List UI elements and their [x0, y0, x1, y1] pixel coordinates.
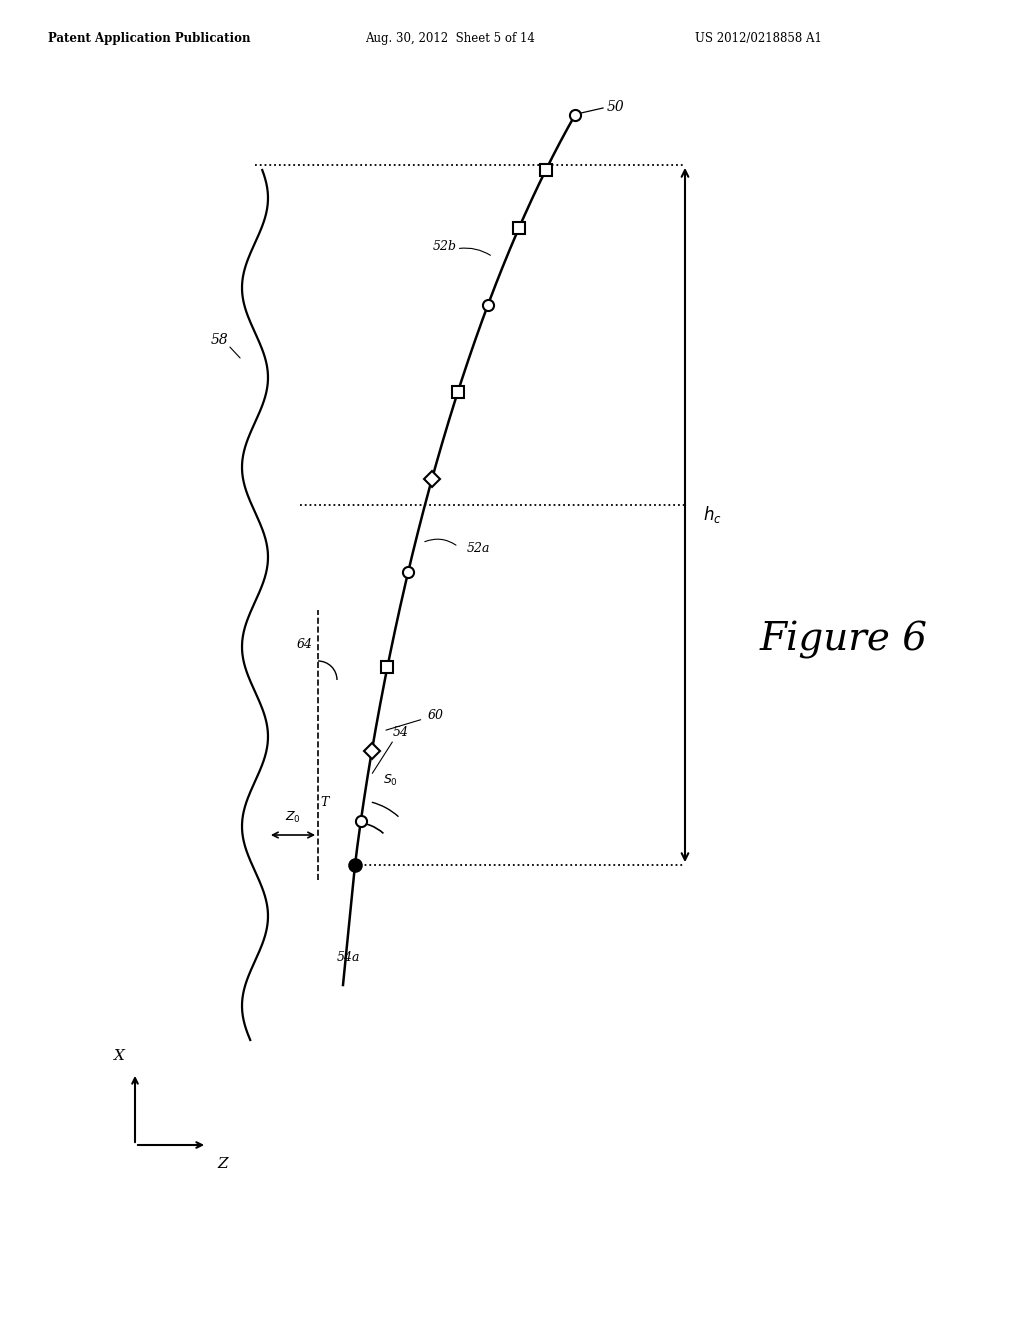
Text: Figure 6: Figure 6 [760, 620, 928, 659]
Text: 50: 50 [607, 100, 625, 114]
Text: Z: Z [217, 1158, 227, 1171]
Text: $h_c$: $h_c$ [703, 504, 722, 525]
Text: 54a: 54a [337, 950, 360, 964]
Text: 52a: 52a [466, 543, 489, 556]
Text: US 2012/0218858 A1: US 2012/0218858 A1 [695, 32, 822, 45]
Text: Aug. 30, 2012  Sheet 5 of 14: Aug. 30, 2012 Sheet 5 of 14 [365, 32, 535, 45]
Text: Patent Application Publication: Patent Application Publication [48, 32, 251, 45]
Text: 58: 58 [211, 333, 229, 347]
Text: 64: 64 [297, 639, 313, 652]
Text: 52b: 52b [433, 240, 457, 253]
Text: 54: 54 [393, 726, 409, 739]
Text: 60: 60 [427, 709, 443, 722]
Text: X: X [114, 1049, 125, 1063]
Text: T: T [321, 796, 329, 809]
Text: $Z_0$: $Z_0$ [285, 810, 301, 825]
Text: $S_0$: $S_0$ [383, 772, 397, 788]
